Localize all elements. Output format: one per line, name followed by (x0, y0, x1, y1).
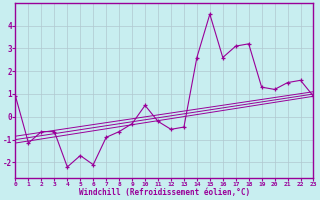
X-axis label: Windchill (Refroidissement éolien,°C): Windchill (Refroidissement éolien,°C) (79, 188, 250, 197)
